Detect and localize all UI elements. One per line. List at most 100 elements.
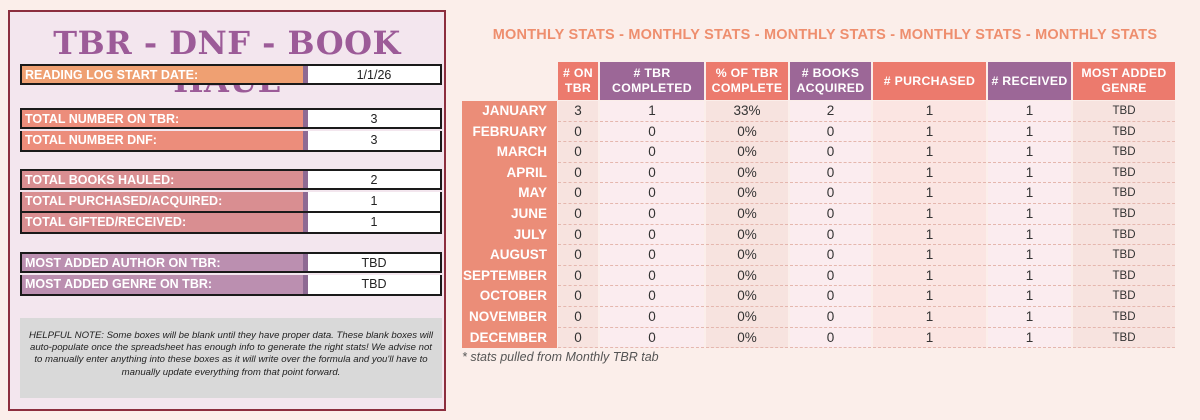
genre-value[interactable]: TBD xyxy=(308,275,440,294)
tbr-total-value[interactable]: 3 xyxy=(308,110,440,127)
table-cell[interactable]: 0% xyxy=(706,328,788,349)
table-cell[interactable]: 0 xyxy=(558,225,598,246)
table-cell[interactable]: 1 xyxy=(988,101,1071,122)
table-cell[interactable]: 0% xyxy=(706,286,788,307)
table-cell[interactable]: 1 xyxy=(988,328,1071,349)
table-cell[interactable]: 0 xyxy=(790,122,871,143)
table-cell[interactable]: 0% xyxy=(706,266,788,287)
table-cell[interactable]: TBD xyxy=(1073,101,1175,122)
table-cell[interactable]: 1 xyxy=(873,163,986,184)
table-cell[interactable]: 1 xyxy=(873,183,986,204)
table-cell[interactable]: 0 xyxy=(558,286,598,307)
table-cell[interactable]: 1 xyxy=(873,245,986,266)
table-cell[interactable]: 0 xyxy=(790,328,871,349)
table-cell[interactable]: 1 xyxy=(873,122,986,143)
table-cell[interactable]: 0 xyxy=(600,328,704,349)
table-cell[interactable]: 0 xyxy=(790,163,871,184)
table-cell[interactable]: TBD xyxy=(1073,307,1175,328)
table-cell[interactable]: 0 xyxy=(600,204,704,225)
table-cell[interactable]: 0 xyxy=(558,183,598,204)
table-cell[interactable]: 1 xyxy=(988,266,1071,287)
table-cell[interactable]: TBD xyxy=(1073,204,1175,225)
table-cell[interactable]: 0 xyxy=(790,286,871,307)
table-cell[interactable]: 0% xyxy=(706,307,788,328)
table-cell[interactable]: 0 xyxy=(558,122,598,143)
gifted-row: TOTAL GIFTED/RECEIVED: 1 xyxy=(20,213,442,234)
table-cell[interactable]: 0 xyxy=(558,307,598,328)
table-cell[interactable]: 1 xyxy=(873,286,986,307)
table-cell[interactable]: 0 xyxy=(558,328,598,349)
table-cell[interactable]: 0 xyxy=(600,183,704,204)
table-cell[interactable]: 0 xyxy=(790,307,871,328)
table-cell[interactable]: TBD xyxy=(1073,286,1175,307)
table-cell[interactable]: TBD xyxy=(1073,163,1175,184)
table-cell[interactable]: 0% xyxy=(706,183,788,204)
table-cell[interactable]: 1 xyxy=(873,225,986,246)
table-cell[interactable]: 3 xyxy=(558,101,598,122)
table-cell[interactable]: 0 xyxy=(558,204,598,225)
table-cell[interactable]: 0 xyxy=(600,266,704,287)
table-cell[interactable]: 0 xyxy=(790,183,871,204)
table-cell[interactable]: 0 xyxy=(600,163,704,184)
table-cell[interactable]: 0 xyxy=(790,142,871,163)
table-cell[interactable]: 33% xyxy=(706,101,788,122)
start-date-value[interactable]: 1/1/26 xyxy=(308,66,440,83)
author-value[interactable]: TBD xyxy=(308,254,440,271)
table-cell[interactable]: 0 xyxy=(790,245,871,266)
table-cell[interactable]: 0 xyxy=(600,225,704,246)
table-cell[interactable]: 0% xyxy=(706,225,788,246)
table-cell[interactable]: TBD xyxy=(1073,266,1175,287)
column-header: # RECEIVED xyxy=(988,62,1071,100)
table-cell[interactable]: 0 xyxy=(600,307,704,328)
table-cell[interactable]: 0 xyxy=(790,225,871,246)
month-label: APRIL xyxy=(506,164,548,180)
table-cell[interactable]: TBD xyxy=(1073,122,1175,143)
table-cell[interactable]: 0% xyxy=(706,163,788,184)
table-cell[interactable]: 0% xyxy=(706,204,788,225)
table-cell[interactable]: 2 xyxy=(790,101,871,122)
table-cell[interactable]: 1 xyxy=(988,204,1071,225)
table-cell[interactable]: 0 xyxy=(790,204,871,225)
table-cell[interactable]: TBD xyxy=(1073,183,1175,204)
dnf-total-value[interactable]: 3 xyxy=(308,131,440,150)
table-cell[interactable]: 1 xyxy=(988,245,1071,266)
column-header: # TBR COMPLETED xyxy=(600,62,704,100)
table-cell[interactable]: 0 xyxy=(600,245,704,266)
table-cell[interactable]: 0 xyxy=(600,286,704,307)
table-cell[interactable]: 0 xyxy=(558,245,598,266)
gifted-label: TOTAL GIFTED/RECEIVED: xyxy=(22,213,308,232)
table-cell[interactable]: 1 xyxy=(873,204,986,225)
table-cell[interactable]: 0 xyxy=(790,266,871,287)
table-cell[interactable]: TBD xyxy=(1073,225,1175,246)
table-cell[interactable]: 1 xyxy=(600,101,704,122)
table-cell[interactable]: 0 xyxy=(558,163,598,184)
hauled-value[interactable]: 2 xyxy=(308,171,440,188)
table-cell[interactable]: 0 xyxy=(600,142,704,163)
table-cell[interactable]: 0 xyxy=(558,266,598,287)
table-cell[interactable]: 1 xyxy=(873,307,986,328)
table-cell[interactable]: TBD xyxy=(1073,142,1175,163)
table-cell[interactable]: 1 xyxy=(988,286,1071,307)
table-cell[interactable]: 1 xyxy=(873,266,986,287)
table-cell[interactable]: 1 xyxy=(873,101,986,122)
table-cell[interactable]: 0% xyxy=(706,245,788,266)
table-cell[interactable]: 0% xyxy=(706,122,788,143)
column-header: % OF TBR COMPLETE xyxy=(706,62,788,100)
table-cell[interactable]: 0 xyxy=(558,142,598,163)
table-cell[interactable]: 1 xyxy=(988,225,1071,246)
table-cell[interactable]: 1 xyxy=(988,163,1071,184)
table-cell[interactable]: 1 xyxy=(873,142,986,163)
table-cell[interactable]: 1 xyxy=(988,307,1071,328)
table-cell[interactable]: 1 xyxy=(988,122,1071,143)
gifted-value[interactable]: 1 xyxy=(308,213,440,232)
table-cell[interactable]: 0% xyxy=(706,142,788,163)
table-cell[interactable]: 1 xyxy=(873,328,986,349)
table-cell[interactable]: TBD xyxy=(1073,328,1175,349)
table-cell[interactable]: 1 xyxy=(988,183,1071,204)
table-cell[interactable]: 0 xyxy=(600,122,704,143)
table-cell[interactable]: TBD xyxy=(1073,245,1175,266)
table-cell[interactable]: 1 xyxy=(988,142,1071,163)
footnote: * stats pulled from Monthly TBR tab xyxy=(462,350,659,364)
purchased-value[interactable]: 1 xyxy=(308,192,440,211)
